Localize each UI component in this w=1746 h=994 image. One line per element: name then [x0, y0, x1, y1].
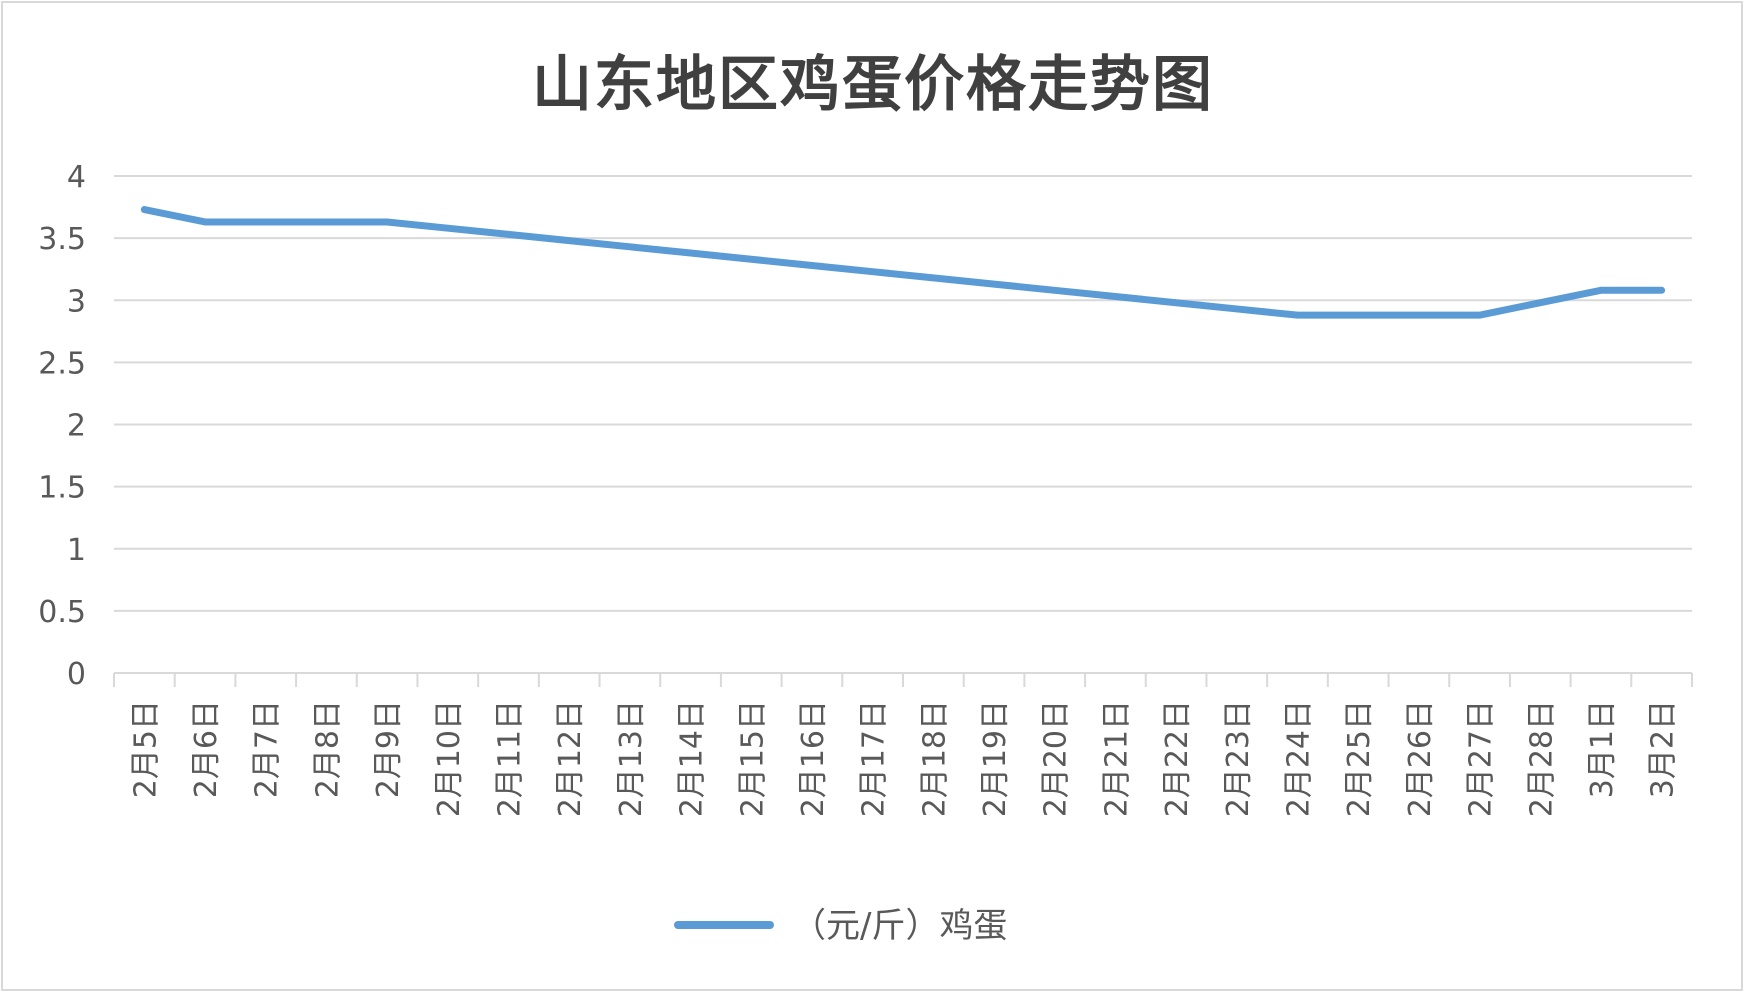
x-tick-label: 3月1日: [1585, 700, 1620, 798]
x-tick-label: 2月12日: [553, 700, 588, 817]
x-tick-label: 2月18日: [917, 700, 952, 817]
x-tick-label: 2月21日: [1099, 700, 1134, 817]
x-tick-label: 2月24日: [1282, 700, 1317, 817]
x-tick-label: 2月22日: [1160, 700, 1195, 817]
x-tick-label: 2月6日: [189, 700, 224, 798]
y-tick-label: 0.5: [38, 595, 86, 630]
series-line: [140, 206, 1666, 319]
x-tick-label: 2月8日: [310, 700, 345, 798]
x-tick-label: 2月9日: [371, 700, 406, 798]
legend-label: （元/斤）鸡蛋: [792, 906, 1007, 946]
gridlines: [114, 175, 1692, 612]
x-tick-label: 2月11日: [493, 700, 528, 817]
x-tick-label: 2月15日: [735, 700, 770, 817]
x-tick-label: 2月5日: [128, 700, 163, 798]
y-tick-label: 3.5: [38, 222, 86, 257]
x-tick-label: 2月13日: [614, 700, 649, 817]
x-axis: [113, 672, 1693, 687]
legend: （元/斤）鸡蛋: [674, 906, 1007, 946]
chart-title: 山东地区鸡蛋价格走势图: [532, 50, 1214, 120]
y-tick-label: 2: [67, 409, 86, 444]
x-tick-label: 2月7日: [250, 700, 285, 798]
x-tick-label: 2月28日: [1524, 700, 1559, 817]
x-tick-label: 2月10日: [432, 700, 467, 817]
x-tick-label: 2月27日: [1464, 700, 1499, 817]
x-tick-label: 2月23日: [1221, 700, 1256, 817]
x-axis-ticks: 2月5日 2月6日 2月7日 2月8日 2月9日 2月10日 2月11日 2月12日 2月13日…: [128, 700, 1680, 817]
y-tick-label: 3: [67, 284, 86, 319]
x-tick-label: 2月20日: [1039, 700, 1074, 817]
y-tick-label: 0: [67, 657, 86, 692]
y-tick-label: 4: [67, 160, 86, 195]
y-tick-label: 1.5: [38, 471, 86, 506]
x-tick-label: 2月19日: [978, 700, 1013, 817]
y-axis-ticks: 0 0.5 1 1.5 2 2.5 3 3.5 4: [38, 160, 86, 692]
x-tick-label: 2月25日: [1342, 700, 1377, 817]
x-tick-label: 2月17日: [857, 700, 892, 817]
y-tick-label: 1: [67, 533, 86, 568]
x-tick-label: 2月26日: [1403, 700, 1438, 817]
x-tick-label: 2月14日: [675, 700, 710, 817]
y-tick-label: 2.5: [38, 346, 86, 381]
series-layer: [140, 206, 1666, 319]
x-tick-label: 2月16日: [796, 700, 831, 817]
x-tick-label: 3月2日: [1646, 700, 1681, 798]
